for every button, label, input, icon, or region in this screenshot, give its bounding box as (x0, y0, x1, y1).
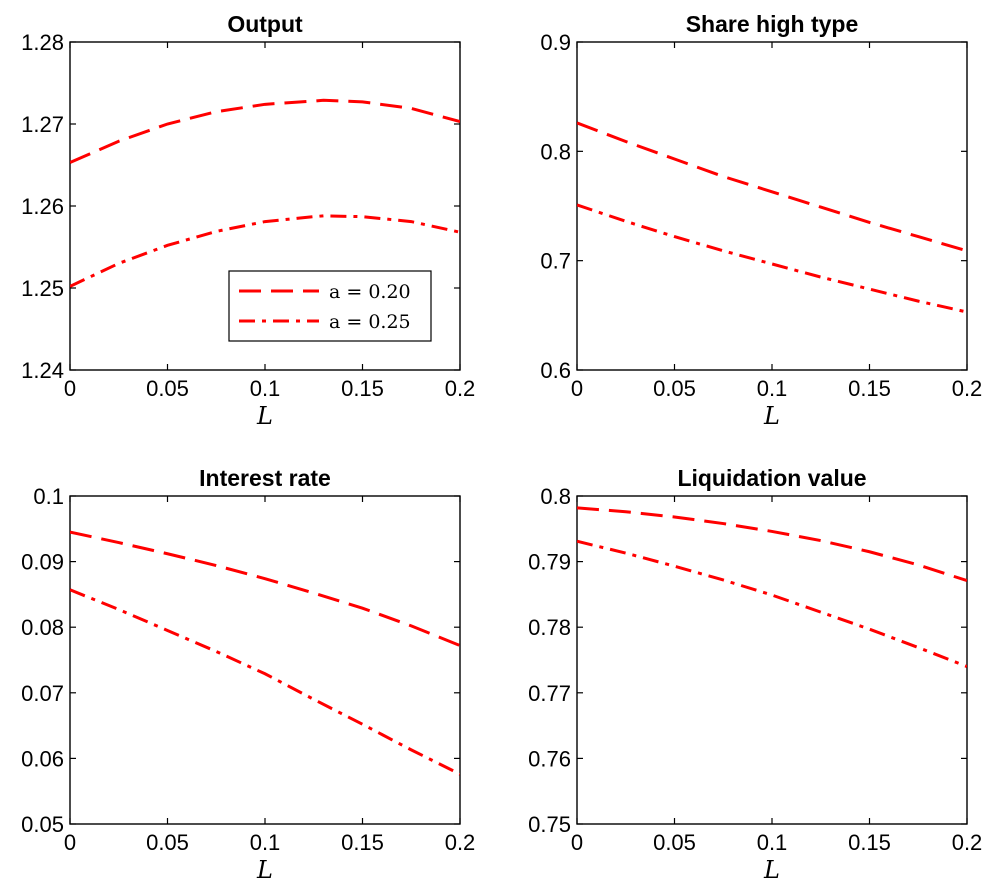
x-tick-label: 0.15 (341, 830, 384, 855)
x-tick-label: 0 (571, 830, 583, 855)
series-line-a020 (577, 121, 967, 253)
y-tick-label: 0.9 (540, 30, 571, 55)
y-tick-label: 1.25 (21, 276, 64, 301)
y-tick-label: 0.7 (540, 249, 571, 274)
y-tick-label: 0.09 (21, 550, 64, 575)
y-tick-label: 0.1 (33, 484, 64, 509)
x-tick-label: 0.15 (341, 376, 384, 401)
y-tick-label: 0.07 (21, 681, 64, 706)
y-tick-label: 0.8 (540, 139, 571, 164)
legend: a = 0.20 a = 0.25 (228, 270, 432, 342)
x-tick-label: 0.1 (757, 376, 788, 401)
y-tick-label: 0.78 (528, 615, 571, 640)
axes-box (69, 495, 461, 825)
y-tick-label: 1.24 (21, 358, 64, 383)
x-tick-label: 0.1 (250, 830, 281, 855)
x-axis-label: L (763, 856, 780, 884)
axes-box (576, 495, 968, 825)
legend-label: a = 0.20 (329, 281, 411, 303)
x-tick-label: 0 (571, 376, 583, 401)
y-tick-label: 0.77 (528, 681, 571, 706)
x-tick-label: 0.05 (653, 376, 696, 401)
series-line-a025 (70, 214, 460, 288)
x-axis-label: L (256, 856, 273, 884)
x-tick-label: 0 (64, 830, 76, 855)
chart-title: Interest rate (199, 465, 331, 491)
y-tick-label: 1.28 (21, 30, 64, 55)
y-tick-label: 0.06 (21, 746, 64, 771)
y-tick-label: 0.6 (540, 358, 571, 383)
x-tick-label: 0.1 (757, 830, 788, 855)
y-tick-label: 0.75 (528, 812, 571, 837)
series-line-a020 (70, 530, 460, 647)
chart-title: Share high type (686, 11, 859, 37)
x-tick-label: 0.2 (445, 830, 476, 855)
x-tick-label: 0.1 (250, 376, 281, 401)
y-tick-label: 0.05 (21, 812, 64, 837)
series-line-a025 (70, 588, 460, 776)
x-tick-label: 0.05 (146, 830, 189, 855)
y-tick-label: 0.8 (540, 484, 571, 509)
chart-title: Output (227, 11, 303, 37)
x-axis-label: L (763, 402, 780, 430)
x-tick-label: 0.2 (952, 376, 983, 401)
legend-box (228, 270, 432, 342)
chart-panel-1: Output 0 0.05 0.1 0.15 0.2 1.24 1.25 1.26 1.27 1.2… (21, 11, 475, 430)
series-line-a020 (577, 506, 967, 583)
legend-label: a = 0.25 (329, 311, 411, 333)
y-tick-label: 1.26 (21, 194, 64, 219)
x-tick-label: 0.2 (445, 376, 476, 401)
series-line-a025 (577, 203, 967, 314)
chart-panel-2: Share high type 0 0.05 0.1 0.15 0.2 0.6 0.7 0.8 0… (540, 11, 982, 430)
x-tick-label: 0.05 (146, 376, 189, 401)
x-tick-label: 0.15 (848, 376, 891, 401)
series-line-a025 (577, 539, 967, 668)
x-tick-label: 0.05 (653, 830, 696, 855)
x-tick-label: 0.2 (952, 830, 983, 855)
series-line-a020 (70, 98, 460, 164)
y-tick-label: 1.27 (21, 112, 64, 137)
x-tick-label: 0.15 (848, 830, 891, 855)
axes-box (576, 41, 968, 371)
chart-title: Liquidation value (677, 465, 866, 491)
y-tick-label: 0.76 (528, 746, 571, 771)
y-tick-label: 0.08 (21, 615, 64, 640)
y-tick-label: 0.79 (528, 550, 571, 575)
x-tick-label: 0 (64, 376, 76, 401)
chart-panel-4: Liquidation value 0 0.05 0.1 0.15 0.2 0.75 0.76… (528, 465, 982, 884)
x-axis-label: L (256, 402, 273, 430)
